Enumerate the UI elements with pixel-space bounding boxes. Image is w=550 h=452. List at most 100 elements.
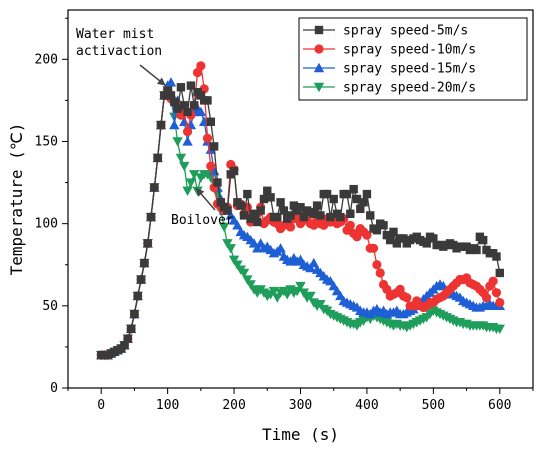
data-point — [216, 198, 225, 207]
data-point — [182, 186, 193, 196]
data-point — [120, 341, 129, 350]
axes: 0 100 200 300 400 500 600 0 50 100 150 200 — [35, 9, 534, 413]
data-point — [209, 142, 219, 151]
data-point — [172, 137, 183, 147]
data-point — [495, 268, 504, 278]
data-point — [256, 206, 265, 215]
data-point — [375, 268, 385, 278]
data-point — [399, 234, 408, 243]
data-point — [153, 153, 162, 163]
data-point — [285, 222, 296, 232]
data-point — [222, 239, 233, 249]
legend-marker — [314, 25, 324, 35]
series-1 — [97, 81, 504, 360]
y-tick-label: 50 — [42, 299, 58, 314]
data-point — [352, 232, 362, 242]
data-point — [478, 235, 488, 245]
data-point — [326, 212, 335, 222]
data-point — [180, 101, 189, 110]
data-point — [263, 186, 272, 195]
x-tick-label: 200 — [222, 398, 245, 413]
x-axis-title: Time (s) — [262, 425, 339, 444]
annotations: Water mist activaction Boilover — [76, 27, 234, 228]
data-point — [356, 204, 365, 214]
data-point — [352, 194, 362, 204]
data-point — [239, 211, 249, 220]
data-point — [126, 324, 136, 334]
data-point — [279, 206, 289, 215]
data-point — [205, 173, 217, 183]
data-point — [253, 217, 262, 227]
data-point — [379, 221, 388, 230]
data-point — [305, 262, 316, 273]
data-point — [156, 120, 166, 130]
data-point — [402, 293, 412, 303]
data-point — [229, 166, 239, 176]
legend-box — [298, 17, 528, 101]
y-tick-label: 100 — [35, 217, 58, 232]
data-point — [206, 161, 216, 171]
legend-entry: spray speed-10m/s — [343, 43, 476, 58]
legend-marker — [313, 62, 325, 73]
legend-marker — [313, 82, 325, 93]
annotation-water-mist-line: activaction — [76, 44, 162, 59]
data-point — [223, 206, 232, 215]
data-point — [345, 220, 355, 230]
data-point — [136, 275, 146, 284]
data-point — [150, 183, 159, 192]
data-point — [130, 309, 139, 319]
data-point — [422, 239, 431, 248]
data-point — [203, 96, 212, 105]
data-point — [202, 133, 213, 143]
x-tick-label: 100 — [156, 398, 179, 413]
data-point — [298, 288, 310, 298]
data-point — [232, 260, 243, 270]
data-point — [342, 189, 352, 199]
data-point — [165, 77, 177, 87]
legend-entry: spray speed-15m/s — [343, 62, 476, 77]
data-point — [243, 189, 252, 199]
data-point — [315, 299, 326, 310]
data-point — [259, 194, 269, 204]
data-point — [160, 91, 169, 100]
x-tick-label: 0 — [97, 398, 105, 413]
plot-area — [96, 61, 505, 361]
data-point — [173, 104, 182, 113]
annotation-water-mist-arrowhead — [156, 77, 166, 86]
data-point — [368, 243, 379, 253]
data-point — [322, 189, 332, 199]
data-point — [305, 291, 316, 302]
data-point — [238, 268, 250, 279]
y-tick-label: 200 — [35, 52, 58, 67]
y-tick-label: 150 — [35, 134, 58, 149]
data-point — [169, 119, 180, 130]
data-point — [170, 97, 179, 107]
data-point — [166, 91, 176, 100]
data-point — [186, 81, 196, 90]
data-point — [176, 83, 186, 92]
data-point — [182, 127, 193, 137]
data-point — [366, 211, 375, 220]
x-tick-label: 600 — [488, 398, 511, 413]
data-point — [276, 198, 285, 207]
data-point — [140, 258, 149, 268]
data-point — [242, 275, 253, 285]
data-point — [199, 84, 209, 94]
data-point — [133, 291, 142, 301]
data-point — [316, 211, 325, 220]
data-point — [389, 227, 398, 237]
data-point — [225, 244, 236, 254]
data-point — [372, 260, 382, 270]
data-point — [495, 297, 505, 308]
data-point — [385, 235, 395, 245]
data-point — [218, 222, 230, 233]
data-point — [182, 136, 193, 146]
data-point — [163, 86, 172, 95]
data-point — [346, 209, 355, 218]
data-point — [179, 161, 190, 172]
data-point — [273, 212, 282, 222]
data-point — [382, 230, 392, 240]
data-point — [392, 239, 402, 248]
data-point — [275, 243, 286, 253]
